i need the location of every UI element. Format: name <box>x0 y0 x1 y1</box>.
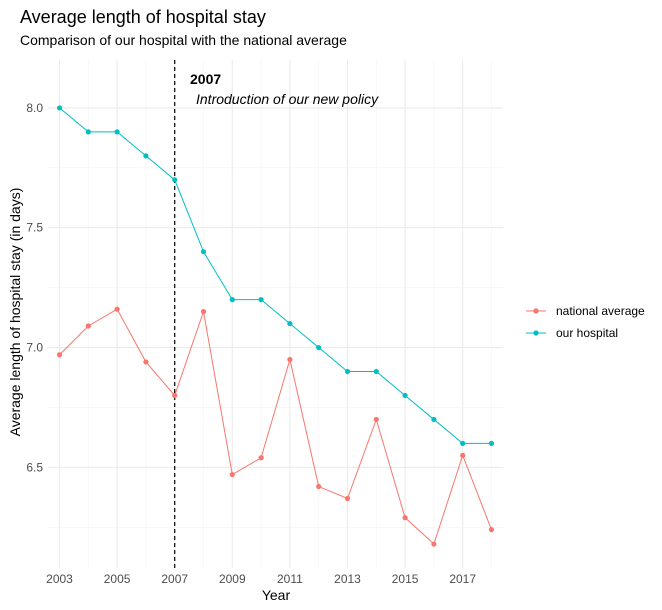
x-axis-title: Year <box>262 587 291 603</box>
series-line-national-average <box>59 308 492 545</box>
annotation-policy-label: Introduction of our new policy <box>196 91 379 107</box>
data-point-our-hospital <box>114 129 120 135</box>
data-point-our-hospital <box>258 297 264 303</box>
data-point-national-average <box>316 483 322 490</box>
data-point-national-average <box>85 323 91 329</box>
data-point-our-hospital <box>172 177 178 183</box>
data-point-national-average <box>114 306 120 312</box>
data-point-our-hospital <box>402 392 408 399</box>
data-point-national-average <box>229 471 235 478</box>
data-point-national-average <box>402 515 408 521</box>
data-point-national-average <box>373 416 379 423</box>
data-point-national-average <box>172 392 178 399</box>
x-tick-label: 2017 <box>449 572 476 586</box>
legend: national average our hospital <box>526 304 645 340</box>
x-tick-label: 2003 <box>46 572 73 586</box>
chart-title: Average length of hospital stay <box>20 7 266 27</box>
tick-labels: 2003 2005 2007 2009 2011 2013 2015 2017 6.5 7.0 7.… <box>26 101 476 586</box>
data-point-our-hospital <box>488 440 495 446</box>
data-point-national-average <box>344 495 351 502</box>
grid-lines <box>48 60 503 568</box>
data-point-national-average <box>56 352 63 358</box>
x-tick-label: 2005 <box>104 572 131 586</box>
data-point-our-hospital <box>287 320 293 327</box>
y-tick-label: 7.0 <box>26 341 43 355</box>
data-point-national-average <box>488 527 495 533</box>
x-tick-label: 2015 <box>392 572 419 586</box>
y-axis-title: Average length of hospital stay (in days… <box>7 188 23 437</box>
legend-label-national-average: national average <box>556 304 645 318</box>
chart-subtitle: Comparison of our hospital with the nati… <box>20 32 347 48</box>
legend-label-our-hospital: our hospital <box>556 326 618 340</box>
data-point-national-average <box>287 356 293 363</box>
data-point-our-hospital <box>460 440 466 446</box>
data-point-national-average <box>143 359 149 365</box>
x-tick-label: 2009 <box>219 572 246 586</box>
x-tick-label: 2013 <box>334 572 361 586</box>
data-point-our-hospital <box>143 153 149 159</box>
data-point-our-hospital <box>200 249 207 255</box>
y-tick-label: 8.0 <box>26 101 43 115</box>
data-point-our-hospital <box>344 368 351 375</box>
data-point-national-average <box>258 455 264 461</box>
y-tick-label: 6.5 <box>26 460 43 474</box>
x-tick-label: 2007 <box>161 572 188 586</box>
data-point-our-hospital <box>373 368 379 375</box>
x-tick-label: 2011 <box>277 572 303 586</box>
data-point-national-average <box>460 452 466 458</box>
series-line-our-hospital <box>59 107 492 444</box>
data-point-our-hospital <box>56 105 63 111</box>
data-point-national-average <box>431 541 437 547</box>
legend-point-our-hospital <box>533 330 539 336</box>
annotation-year-label: 2007 <box>190 71 221 87</box>
data-point-our-hospital <box>316 344 322 351</box>
data-point-national-average <box>200 309 207 315</box>
y-tick-label: 7.5 <box>26 221 43 235</box>
data-point-our-hospital <box>229 297 235 303</box>
legend-point-national-average <box>533 308 539 314</box>
data-point-our-hospital <box>85 129 91 135</box>
data-point-our-hospital <box>431 416 437 423</box>
series-group <box>56 105 495 547</box>
